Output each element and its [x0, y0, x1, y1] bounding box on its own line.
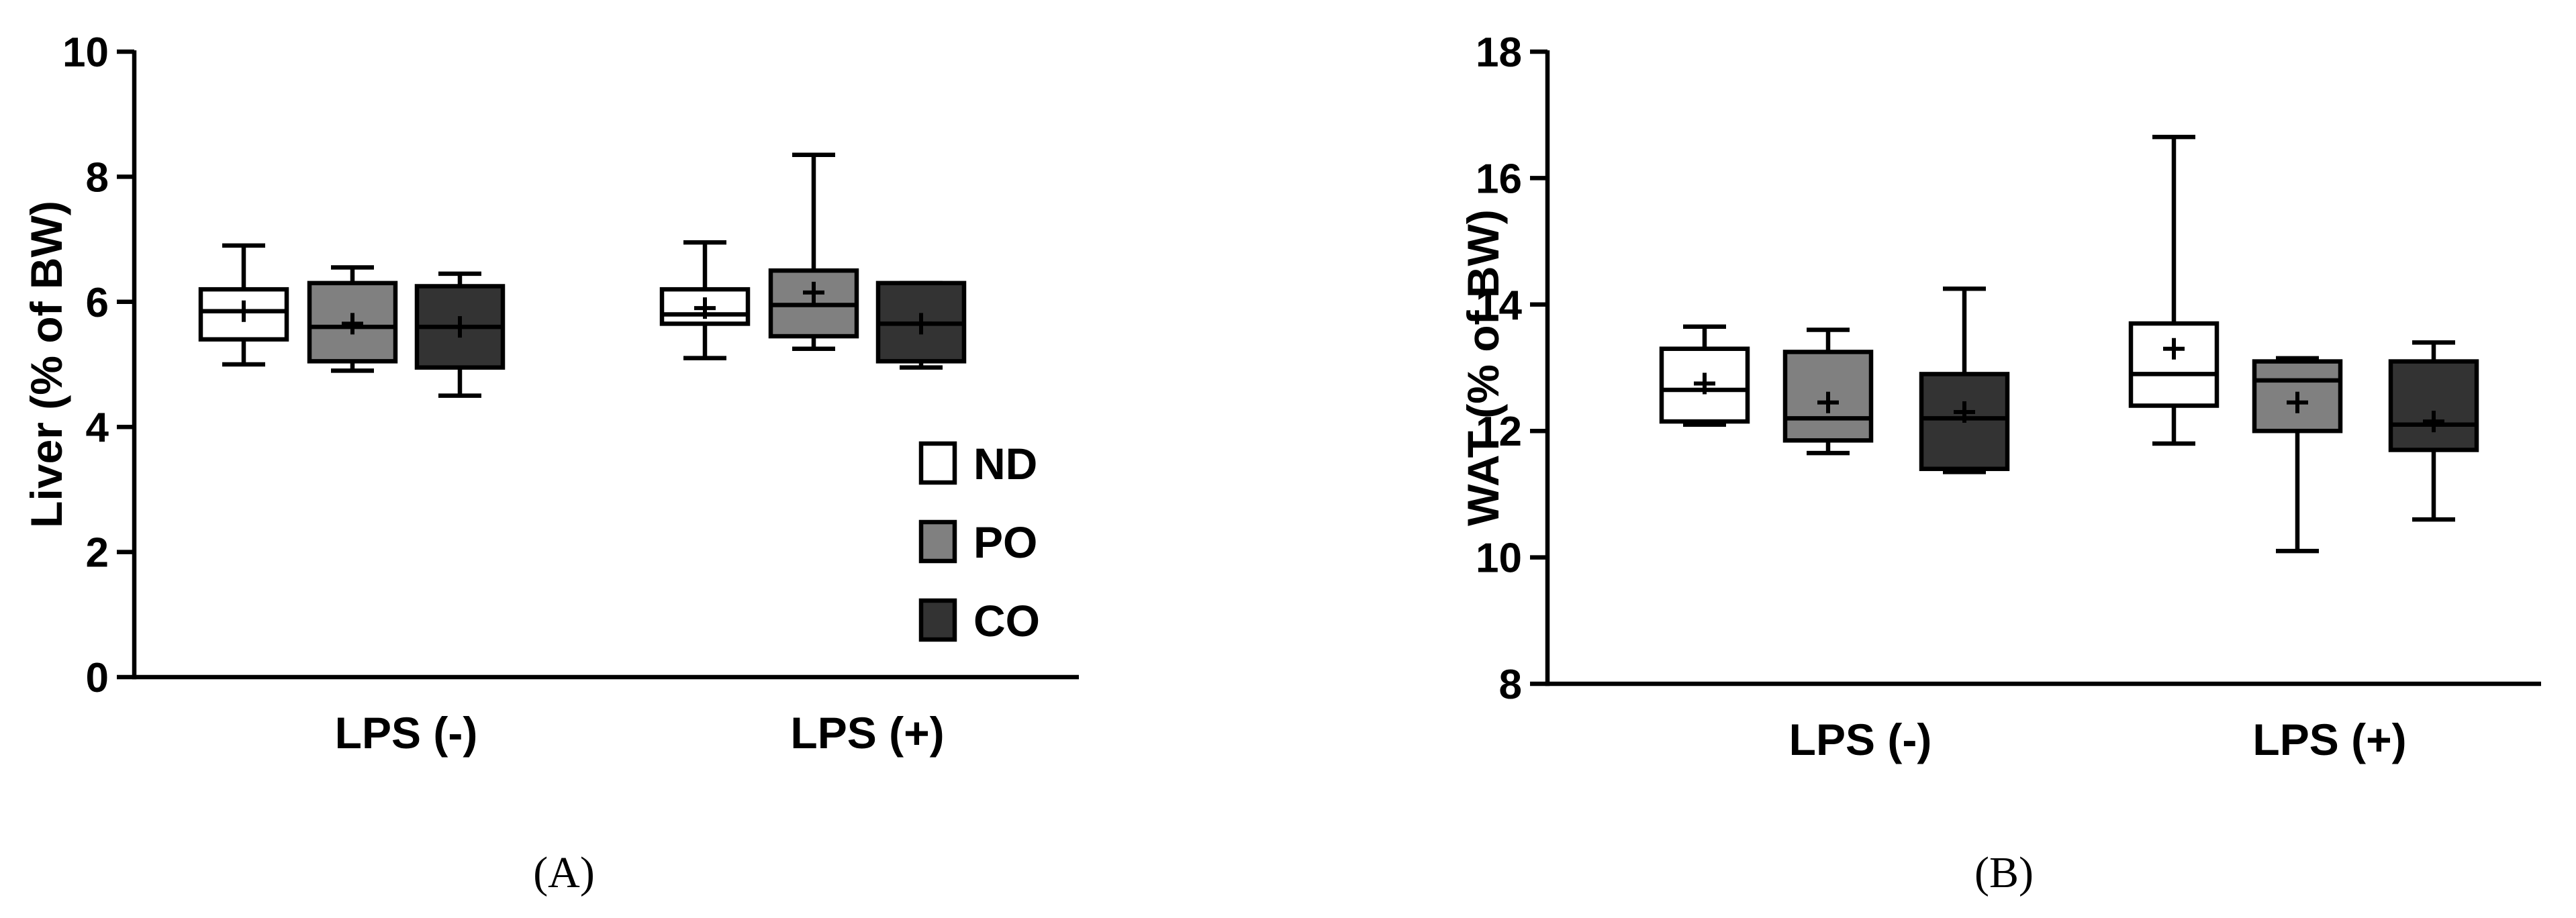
panel-a-y-tick-label: 0	[86, 655, 109, 701]
panel-b-box-co-2	[2388, 340, 2479, 522]
mean-marker	[2423, 411, 2444, 433]
panel-b-y-tick-label: 12	[1476, 409, 1522, 455]
panel-b-box-po-2	[2252, 356, 2343, 554]
panel-b-category-label: LPS (+)	[2252, 715, 2406, 764]
panel-a-y-tick-label: 4	[86, 405, 109, 451]
panel-b-y-tick-label: 14	[1476, 283, 1522, 329]
panel-a-label: (A)	[533, 848, 595, 897]
panel-a-box-co-2	[875, 280, 967, 370]
panel-b-label: (B)	[1974, 848, 2034, 897]
panel-a-box-po-1	[307, 265, 398, 373]
panel-a-category-label: LPS (+)	[790, 708, 944, 758]
legend-label: PO	[973, 517, 1037, 567]
panel-a-y-tick-label: 8	[86, 154, 109, 201]
panel-b-category-label: LPS (-)	[1789, 715, 1932, 764]
panel-b-box-co-1	[1919, 287, 2010, 474]
mean-marker	[1817, 391, 1839, 413]
panel-a-y-tick-label: 10	[62, 30, 109, 76]
panel-b-box-po-1	[1782, 327, 1874, 456]
panel-a-box-nd-2	[659, 240, 751, 360]
panel-b-y-tick-label: 18	[1476, 30, 1522, 76]
panel-a-y-axis-label: Liver (% of BW)	[21, 201, 71, 528]
legend-swatch	[918, 441, 957, 485]
legend-label: ND	[973, 439, 1037, 489]
panel-b-y-axis-label: WAT (% of BW)	[1458, 209, 1508, 526]
box-iqr	[2128, 321, 2220, 408]
mean-marker	[233, 300, 254, 322]
mean-marker	[2163, 338, 2185, 360]
box-iqr	[1919, 372, 2010, 471]
panel-b-y-tick-label: 10	[1476, 536, 1522, 582]
mean-marker	[694, 297, 716, 319]
panel-a-legend: ND PO CO	[918, 439, 1040, 646]
mean-marker	[1694, 372, 1715, 395]
mean-marker	[1954, 401, 1975, 423]
panel-a: 0 2 4 6 8 10 Liver (% of BW) LPS (-) LPS (+) ND PO…	[21, 30, 1079, 758]
mean-marker	[2287, 391, 2308, 413]
panel-a-box-co-1	[414, 271, 506, 398]
panel-b-y-tick-label: 16	[1476, 156, 1522, 202]
panel-b-y-tick-label: 8	[1499, 662, 1522, 708]
mean-marker	[910, 313, 932, 335]
panel-a-category-label: LPS (-)	[335, 708, 478, 758]
panel-b-box-nd-1	[1659, 324, 1750, 427]
panel-b-box-nd-2	[2128, 134, 2220, 446]
mean-marker	[449, 316, 471, 338]
panel-a-y-tick-label: 6	[86, 280, 109, 326]
legend-label: CO	[973, 596, 1040, 646]
mean-marker	[803, 281, 824, 303]
panel-b: 8 10 12 14 16 18 WAT (% of BW) LPS (-) LPS (+)	[1458, 30, 2541, 764]
panel-a-box-po-2	[768, 152, 859, 351]
legend-swatch	[918, 598, 957, 642]
panel-a-y-tick-label: 2	[86, 530, 109, 576]
legend-swatch	[918, 519, 957, 564]
box-iqr	[2388, 359, 2479, 452]
mean-marker	[342, 313, 363, 335]
panel-a-box-nd-1	[198, 243, 289, 367]
